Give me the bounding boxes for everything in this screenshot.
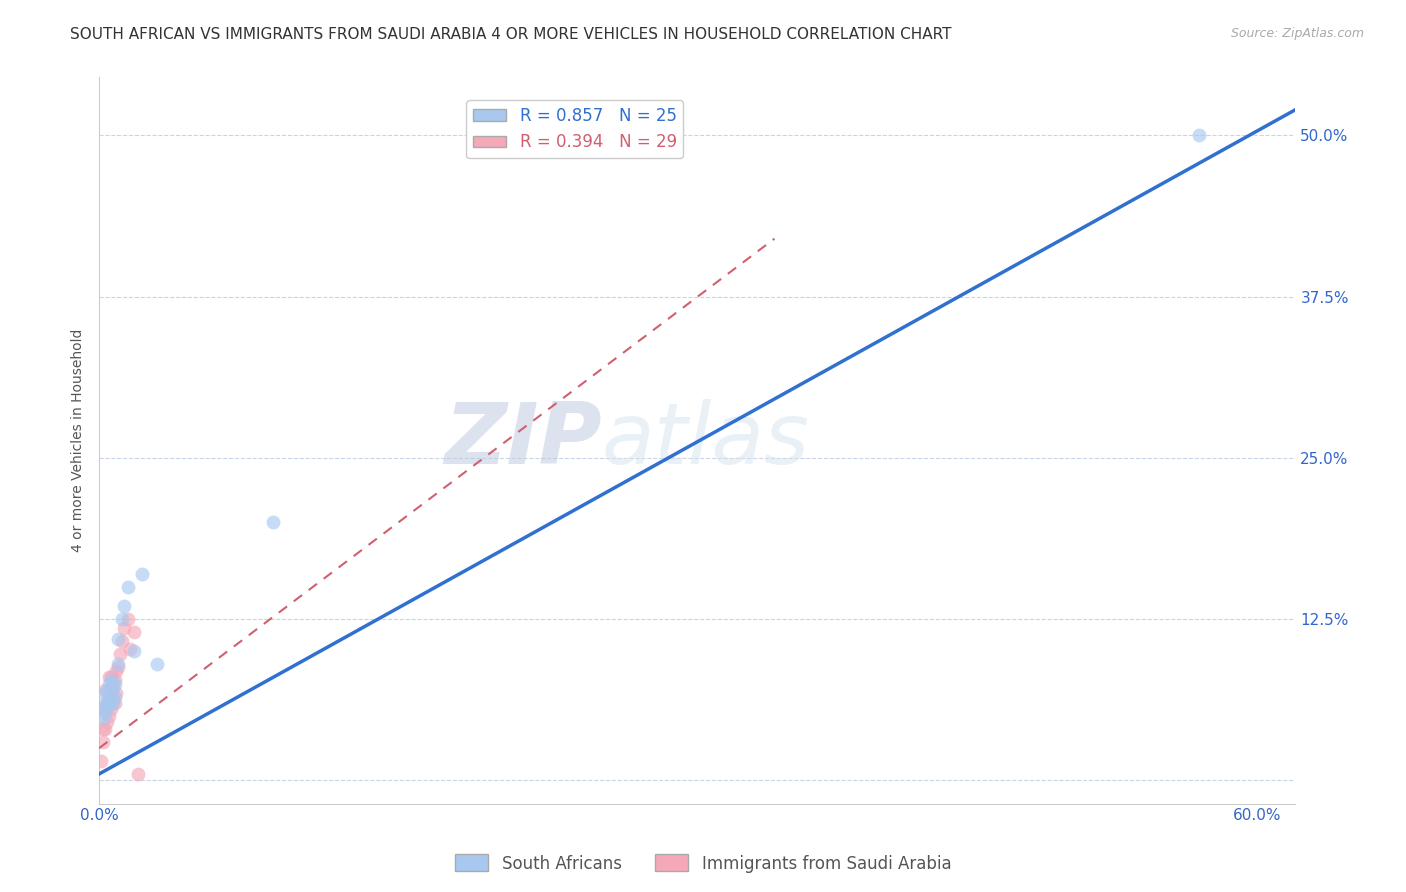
Point [107,660,129,674]
Text: Source: ZipAtlas.com: Source: ZipAtlas.com [1230,27,1364,40]
Point [96,696,118,710]
Point [94,706,117,721]
Point [105,664,128,678]
Point [1188,128,1211,143]
Point [97,709,120,723]
Point [112,599,135,614]
Legend: South Africans, Immigrants from Saudi Arabia: South Africans, Immigrants from Saudi Ar… [449,847,957,880]
Point [118,641,141,656]
Point [107,632,129,646]
Point [96,696,118,710]
Point [96,715,118,730]
Point [101,696,124,710]
Point [90,754,112,768]
Point [117,580,139,594]
Point [100,686,122,700]
Point [110,647,132,661]
Point [111,634,134,648]
Point [105,686,128,700]
Text: SOUTH AFRICAN VS IMMIGRANTS FROM SAUDI ARABIA 4 OR MORE VEHICLES IN HOUSEHOLD CO: SOUTH AFRICAN VS IMMIGRANTS FROM SAUDI A… [70,27,952,42]
Point [122,644,145,658]
Point [146,657,169,672]
Point [122,625,145,640]
Point [100,690,122,704]
Point [100,673,122,687]
Point [101,693,124,707]
Point [91,701,114,715]
Y-axis label: 4 or more Vehicles in Household: 4 or more Vehicles in Household [72,329,86,552]
Point [100,702,122,716]
Point [127,767,149,781]
Point [111,612,134,626]
Point [97,670,120,684]
Point [97,676,120,690]
Point [103,676,125,690]
Point [96,683,118,698]
Point [91,711,114,725]
Point [117,612,139,626]
Point [103,673,125,687]
Point [91,702,114,716]
Legend: R = 0.857   N = 25, R = 0.394   N = 29: R = 0.857 N = 25, R = 0.394 N = 29 [467,100,683,158]
Point [107,657,129,672]
Point [100,670,122,684]
Point [103,690,125,704]
Point [94,702,117,716]
Point [94,683,117,698]
Point [91,722,114,736]
Text: ZIP: ZIP [444,399,602,482]
Point [97,690,120,704]
Point [91,735,114,749]
Point [131,567,153,582]
Point [103,696,125,710]
Point [94,722,117,736]
Text: atlas: atlas [602,399,810,482]
Point [101,676,124,690]
Point [97,698,120,713]
Point [262,516,284,530]
Point [101,681,124,695]
Point [94,696,117,710]
Point [94,686,117,700]
Point [112,621,135,635]
